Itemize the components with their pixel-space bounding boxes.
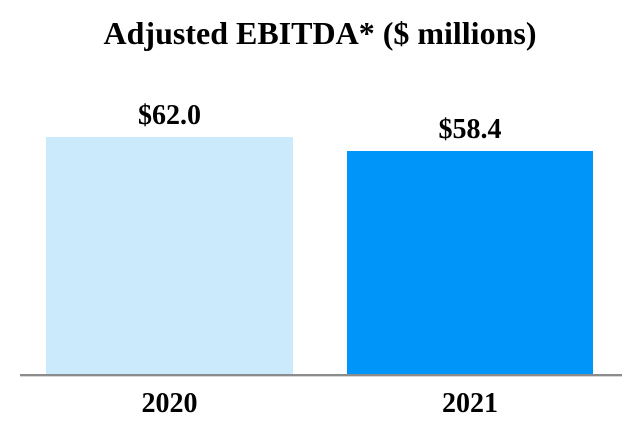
value-label-2021: $58.4: [438, 114, 502, 145]
bar-group-2020: $62.0: [46, 102, 293, 374]
bar-2021: [347, 151, 593, 374]
x-axis-line: [20, 374, 622, 376]
chart-title: Adjusted EBITDA* ($ millions): [103, 15, 537, 51]
bar-2020: [46, 137, 293, 374]
bar-group-2021: $58.4: [347, 116, 593, 374]
x-axis-label-2020: 2020: [141, 388, 198, 419]
x-axis-label-2021: 2021: [442, 388, 498, 419]
value-label-2020: $62.0: [138, 100, 201, 131]
